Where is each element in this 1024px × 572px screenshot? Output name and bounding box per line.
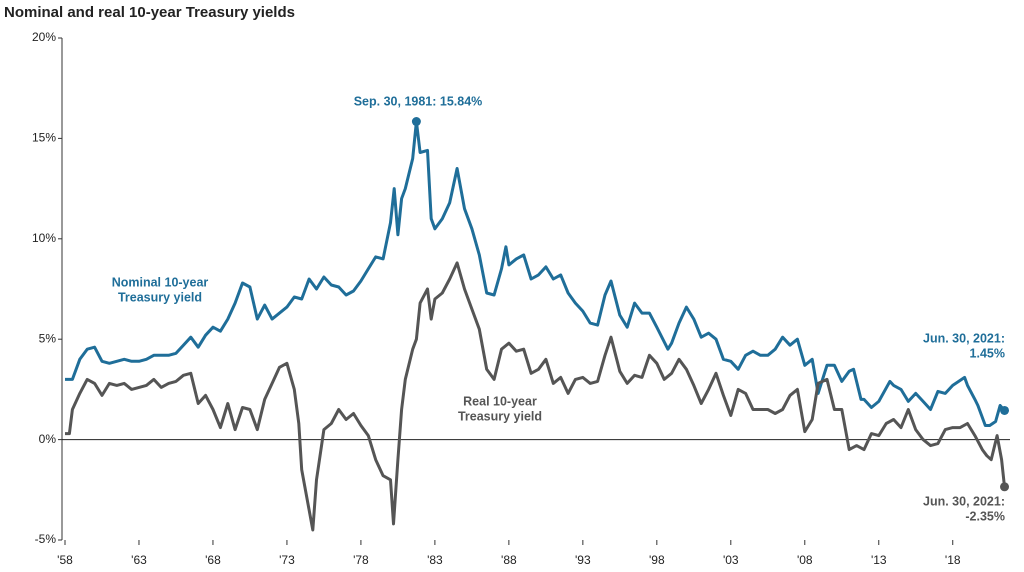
- annotation: Treasury yield: [458, 409, 542, 423]
- annotation: -2.35%: [965, 509, 1005, 523]
- x-tick-label: '93: [575, 553, 591, 567]
- x-tick-label: '13: [871, 553, 887, 567]
- y-tick-label: 5%: [39, 331, 57, 345]
- annotation: Real 10-year: [463, 394, 537, 408]
- annotation: Jun. 30, 2021:: [923, 494, 1005, 508]
- y-tick-label: 10%: [32, 231, 56, 245]
- annotation: 1.45%: [970, 346, 1005, 360]
- point-marker: [1000, 405, 1010, 415]
- y-tick-label: 15%: [32, 131, 56, 145]
- x-tick-label: '78: [353, 553, 369, 567]
- x-tick-label: '73: [279, 553, 295, 567]
- x-tick-label: '98: [649, 553, 665, 567]
- chart-title: Nominal and real 10-year Treasury yields: [4, 4, 295, 21]
- y-tick-label: 20%: [32, 30, 56, 44]
- point-marker: [1000, 482, 1010, 492]
- point-marker: [411, 117, 421, 127]
- series-line: [65, 120, 1006, 427]
- series-line: [65, 261, 1006, 532]
- annotation: Nominal 10-year: [112, 275, 209, 289]
- y-tick-label: -5%: [35, 532, 57, 546]
- y-tick-label: 0%: [39, 432, 57, 446]
- x-tick-label: '83: [427, 553, 443, 567]
- x-tick-label: '03: [723, 553, 739, 567]
- x-tick-label: '58: [57, 553, 73, 567]
- x-tick-label: '68: [205, 553, 221, 567]
- x-tick-label: '88: [501, 553, 517, 567]
- x-tick-label: '18: [945, 553, 961, 567]
- annotation: Treasury yield: [118, 290, 202, 304]
- x-tick-label: '63: [131, 553, 147, 567]
- annotation: Sep. 30, 1981: 15.84%: [354, 94, 483, 108]
- annotation: Jun. 30, 2021:: [923, 331, 1005, 345]
- x-tick-label: '08: [797, 553, 813, 567]
